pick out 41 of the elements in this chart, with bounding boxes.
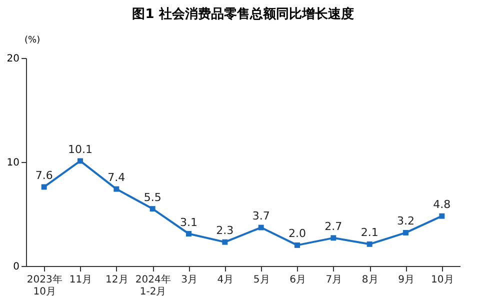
point [41,184,47,190]
x-tick-label: 11月 [69,274,92,286]
point [403,230,408,236]
y-tick-label: 20 [6,54,20,64]
x-tick-label: 5月 [253,274,270,286]
chart-title: 图1 社会消费品零售总额同比增长速度 [132,6,354,22]
data-label: 3.1 [180,216,198,229]
point [439,213,445,219]
data-label: 3.2 [397,214,414,228]
x-tick-label: 9月 [398,274,414,286]
y-axis-title: (%) [24,36,40,46]
x-tick-label: 10月 [431,274,454,286]
x-tick-label: 2024年 1-2月 [135,274,171,298]
y-tick-label: 10 [6,158,20,168]
x-tick-label: 6月 [290,274,306,286]
data-label: 4.8 [433,198,451,212]
point [258,224,264,230]
y-tick-label: 0 [13,262,20,272]
point [78,158,83,164]
data-label: 2.1 [360,226,378,240]
data-label: 7.4 [108,171,126,184]
x-tick-label: 4月 [217,274,234,286]
point [186,231,192,236]
data-label: 2.7 [324,220,342,233]
data-label: 7.6 [35,168,53,182]
point [150,206,156,212]
point [366,241,372,247]
x-tick-label: 12月 [106,274,128,286]
data-label: 2.3 [216,224,234,238]
data-label: 5.5 [144,190,162,204]
data-label: 2.0 [288,227,306,240]
x-tick-label: 8月 [362,274,378,286]
data-label: 3.7 [252,210,270,223]
x-tick-label: 2023年 10月 [26,274,62,298]
x-tick-label: 7月 [326,274,342,286]
x-tick-label: 3月 [181,274,198,286]
point [222,239,228,245]
point [294,242,300,248]
data-label: 10.1 [68,142,92,156]
point [330,235,336,241]
point [114,186,120,192]
